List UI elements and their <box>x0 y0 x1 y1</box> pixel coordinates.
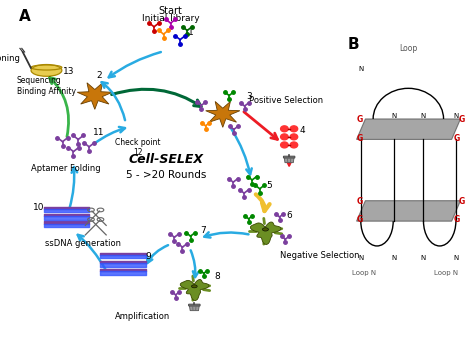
Text: 5: 5 <box>266 181 272 190</box>
Circle shape <box>290 134 298 140</box>
Text: 6: 6 <box>286 211 292 220</box>
Text: N: N <box>421 255 426 261</box>
Text: N: N <box>453 113 458 119</box>
Circle shape <box>290 142 298 148</box>
Circle shape <box>281 126 288 132</box>
Text: ssDNA generation: ssDNA generation <box>45 239 121 247</box>
Text: G: G <box>454 134 460 143</box>
Polygon shape <box>356 119 460 140</box>
Text: 3: 3 <box>246 91 252 101</box>
Text: 13: 13 <box>63 67 74 76</box>
Text: N: N <box>391 113 396 119</box>
Text: 4: 4 <box>300 126 305 135</box>
Text: A: A <box>19 9 31 24</box>
Polygon shape <box>77 83 112 109</box>
Text: G: G <box>356 215 363 225</box>
Text: Loop N: Loop N <box>434 269 458 276</box>
Text: N: N <box>391 255 396 261</box>
Text: Start: Start <box>159 6 182 16</box>
Polygon shape <box>250 222 281 245</box>
Text: B: B <box>348 37 359 52</box>
Text: Check point: Check point <box>115 138 160 147</box>
Text: G: G <box>454 215 460 225</box>
Ellipse shape <box>263 228 268 231</box>
Text: N: N <box>453 255 458 261</box>
Text: N: N <box>358 66 364 72</box>
Text: Negative Selection: Negative Selection <box>280 251 359 260</box>
Text: G: G <box>356 134 363 143</box>
Ellipse shape <box>31 64 62 76</box>
Text: Loop N: Loop N <box>352 269 376 276</box>
Polygon shape <box>190 306 199 311</box>
Text: 12: 12 <box>133 147 142 157</box>
Text: 1: 1 <box>188 28 193 37</box>
Text: Aptamer Folding: Aptamer Folding <box>31 164 100 173</box>
Polygon shape <box>284 158 294 163</box>
FancyBboxPatch shape <box>283 156 295 158</box>
Ellipse shape <box>191 285 197 288</box>
Text: Sequencing
Binding Affinity: Sequencing Binding Affinity <box>17 76 75 96</box>
Polygon shape <box>206 101 240 127</box>
Polygon shape <box>180 279 209 300</box>
Circle shape <box>281 142 288 148</box>
Text: 10: 10 <box>33 203 45 212</box>
Text: Cell-SELEX: Cell-SELEX <box>128 153 203 166</box>
Text: N: N <box>421 113 426 119</box>
Text: Amplification: Amplification <box>115 312 170 321</box>
Text: 8: 8 <box>214 272 220 281</box>
Polygon shape <box>356 201 460 221</box>
Text: 7: 7 <box>200 226 206 235</box>
Text: 5 - >20 Rounds: 5 - >20 Rounds <box>126 171 206 180</box>
Text: Cloning: Cloning <box>0 54 20 63</box>
Text: 2: 2 <box>97 71 102 80</box>
FancyBboxPatch shape <box>189 304 200 306</box>
Text: 9: 9 <box>145 252 151 261</box>
Text: G: G <box>459 197 465 206</box>
Circle shape <box>281 134 288 140</box>
Circle shape <box>290 126 298 132</box>
Text: Initial library: Initial library <box>142 14 200 23</box>
Text: N: N <box>358 255 364 261</box>
Text: G: G <box>356 115 363 124</box>
Text: G: G <box>459 115 465 124</box>
Text: 11: 11 <box>93 128 104 137</box>
Text: Positive Selection: Positive Selection <box>249 96 323 105</box>
Text: G: G <box>356 197 363 206</box>
Text: Loop: Loop <box>399 44 418 53</box>
